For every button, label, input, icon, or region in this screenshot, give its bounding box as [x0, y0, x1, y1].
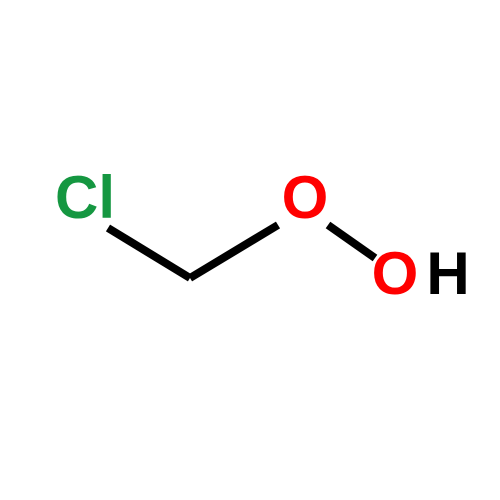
atom-h: H [426, 240, 469, 307]
background [0, 0, 500, 500]
atom-o1: O [282, 164, 329, 231]
molecule-diagram: Cl O O H [0, 0, 500, 500]
atom-o2: O [372, 240, 419, 307]
atom-cl: Cl [55, 164, 115, 231]
